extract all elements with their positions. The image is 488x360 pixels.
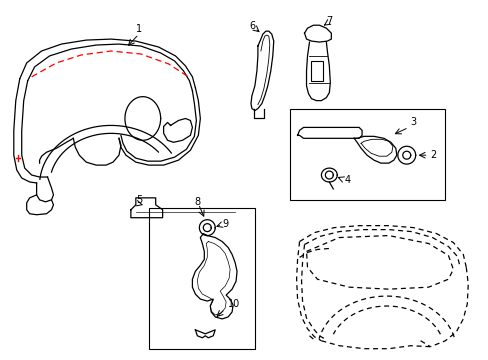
Text: 7: 7 <box>325 16 332 26</box>
Text: 3: 3 <box>410 117 416 127</box>
Bar <box>311 61 323 81</box>
Text: 5: 5 <box>135 195 142 205</box>
Bar <box>148 208 254 349</box>
Text: 6: 6 <box>249 21 256 31</box>
Text: 1: 1 <box>136 24 142 34</box>
Text: 8: 8 <box>194 197 200 207</box>
Text: 4: 4 <box>344 175 349 185</box>
Bar <box>289 109 445 200</box>
Text: 10: 10 <box>228 299 240 309</box>
Text: 2: 2 <box>429 150 436 160</box>
Text: 9: 9 <box>222 219 228 229</box>
